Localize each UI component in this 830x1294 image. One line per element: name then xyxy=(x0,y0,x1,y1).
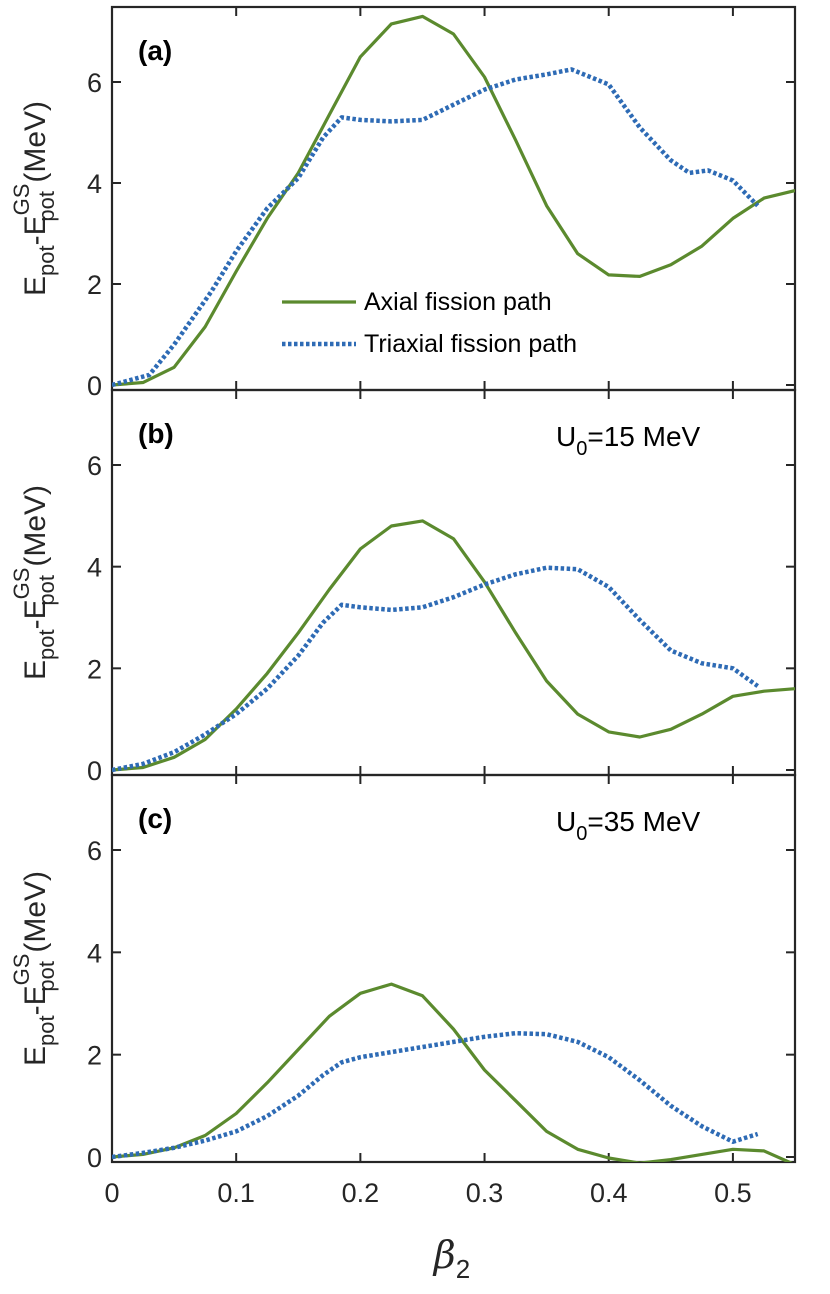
y-axis-labels-group: Epot-EGSpot (MeV) Epot-EGSpot (MeV) Epot-E… xyxy=(9,101,59,1066)
x-tick-label: 0.3 xyxy=(466,1178,504,1208)
panel-label: (a) xyxy=(138,35,172,66)
x-axis-label: β2 xyxy=(432,1233,470,1284)
panel-annotation: U0=35 MeV xyxy=(556,806,701,845)
y-tick-label: 2 xyxy=(87,270,102,300)
y-axis-label: Epot-EGSpot (MeV) xyxy=(9,485,59,680)
x-tick-label: 0.2 xyxy=(342,1178,380,1208)
panel-c: 0 2 4 6 (c) U0=35 MeV xyxy=(87,773,797,1173)
x-tick-label: 0.4 xyxy=(590,1178,628,1208)
y-tick-label: 6 xyxy=(87,68,102,98)
legend: Axial fission path Triaxial fission path xyxy=(282,288,577,358)
triaxial-series-line xyxy=(112,565,760,773)
y-tick-label: 4 xyxy=(87,169,102,199)
y-tick-label: 0 xyxy=(87,1143,102,1173)
legend-entry-label: Axial fission path xyxy=(364,288,552,316)
y-tick-label: 6 xyxy=(87,451,102,481)
axial-series-line xyxy=(112,519,795,772)
panel-b: 0 2 4 6 (b) U0=15 MeV xyxy=(87,388,797,786)
triaxial-series-line xyxy=(112,1030,759,1160)
legend-entry-label: Triaxial fission path xyxy=(364,330,577,358)
x-tick-label: 0 xyxy=(104,1178,119,1208)
x-tick-label: 0.1 xyxy=(217,1178,255,1208)
y-tick-label: 0 xyxy=(87,371,102,401)
y-axis-label: Epot-EGSpot (MeV) xyxy=(9,871,59,1066)
y-tick-label: 2 xyxy=(87,1041,102,1071)
y-tick-label: 0 xyxy=(87,756,102,786)
y-tick-label: 4 xyxy=(87,938,102,968)
panel-annotation: U0=15 MeV xyxy=(556,421,701,460)
x-axis-group: 0 0.1 0.2 0.3 0.4 0.5 xyxy=(104,1178,751,1208)
y-axis-label: Epot-EGSpot (MeV) xyxy=(9,101,59,296)
y-tick-label: 6 xyxy=(87,836,102,866)
y-tick-label: 2 xyxy=(87,654,102,684)
panel-label: (c) xyxy=(138,803,172,834)
triaxial-series-line xyxy=(112,67,760,388)
panel-label: (b) xyxy=(138,418,174,449)
panels-group: 0 2 4 6 (a) 0 2 4 6 (b) U0=15 MeV 0 2 4 6 (c) U0=35 MeV xyxy=(87,5,797,1173)
y-tick-label: 4 xyxy=(87,553,102,583)
axial-series-line xyxy=(112,14,795,387)
axial-series-line xyxy=(112,982,793,1162)
x-tick-label: 0.5 xyxy=(714,1178,752,1208)
plot-frame xyxy=(110,773,797,1164)
